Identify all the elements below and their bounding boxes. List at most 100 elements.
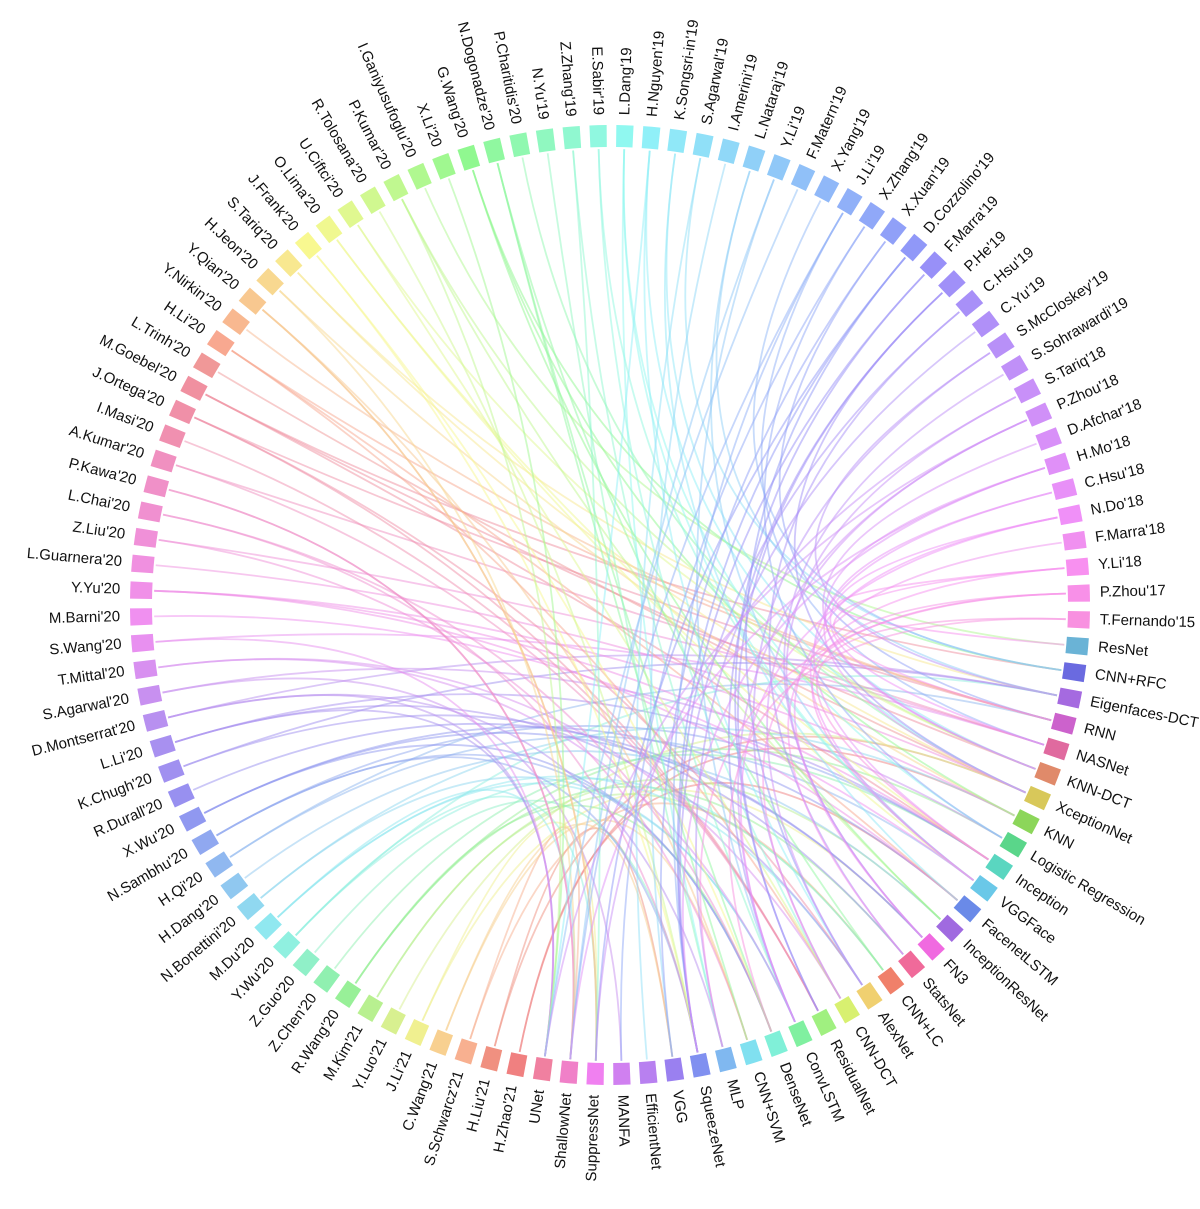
node-arc-k-songsri-in-19	[667, 128, 688, 153]
node-arc-cnn-svm	[739, 1039, 763, 1066]
node-label-l-dang-19: L.Dang'19	[616, 47, 635, 115]
chord-y-yu-20-facenetlstm-53	[154, 589, 959, 901]
chord-d-cozzolino-19-suppressnet-133	[594, 256, 906, 1061]
node-label-p-kawa-20: P.Kawa'20	[67, 455, 138, 489]
node-label-resnet: ResNet	[1097, 639, 1149, 660]
node-arc-j-ortega-20	[169, 399, 196, 425]
node-arc-r-durall-20	[167, 783, 195, 808]
node-arc-k-chugh-20	[158, 759, 185, 783]
node-arc-x-li-20	[432, 153, 456, 180]
chord-s-agarwal-20-manfa-46	[162, 677, 623, 1061]
chord-p-zhou-18-unet-149	[543, 419, 1028, 1057]
node-arc-l-dang-19	[616, 125, 634, 148]
chord-i-amerini-19-vgg-117	[649, 163, 727, 1057]
chord-y-li-18-resnet-161	[836, 567, 1065, 646]
node-arc-m-barni-20	[130, 608, 153, 626]
node-label-shallownet: ShallowNet	[552, 1092, 576, 1170]
chord-c-hsu-18-inception-154	[812, 491, 1053, 861]
node-arc-h-nguyen-19	[641, 126, 661, 150]
node-arc-f-matern-19	[790, 164, 816, 191]
node-arc-l-guarnera-20	[131, 554, 155, 574]
node-arc-t-mittal-20	[133, 659, 158, 680]
chord-p-kawa-20-shallownet-61	[168, 488, 575, 1060]
chord-g-wang-20-inceptionresnet-96	[472, 169, 941, 920]
chord-s-wang-20-nasnet-50	[155, 633, 1045, 746]
node-label-knn: KNN	[1041, 823, 1077, 853]
node-label-i-ganiyusufoglu-20: I.Ganiyusufoglu'20	[354, 40, 420, 160]
node-arc-suppressnet	[586, 1062, 604, 1085]
chord-k-chugh-20-eigenfaces-dct-37	[183, 662, 1058, 768]
node-label-z-liu-20: Z.Liu'20	[72, 518, 127, 542]
node-label-h-mo-18: H.Mo'18	[1075, 432, 1133, 465]
chord-n-do-18-convlstm-156	[740, 516, 1058, 1023]
node-arc-p-charitidis-20	[509, 132, 531, 158]
chord-z-zhang-19-convlstm-103	[572, 150, 796, 1023]
chord-p-he-19-residualnet-138	[737, 292, 943, 1012]
node-arc-p-he-19	[938, 270, 966, 298]
chord-y-qian-20-suppressnet-77	[261, 309, 598, 1061]
node-arc-j-li-19	[836, 187, 863, 216]
chord-h-li-20-cnn-dct-73	[231, 349, 842, 999]
node-label-n-yu-19: N.Yu'19	[528, 67, 552, 121]
node-label-m-barni-20: M.Barni'20	[49, 608, 121, 627]
node-arc-m-goebel-20	[180, 375, 208, 401]
node-arc-n-dogonadze-20	[483, 137, 505, 164]
node-label-f-marra-18: F.Marra'18	[1094, 519, 1166, 545]
node-arc-o-lima-20	[315, 215, 343, 244]
chord-u-ciftci-20-cnn-dct-87	[357, 224, 842, 999]
chord-r-tolosana-20-squeezenet-89	[378, 211, 699, 1053]
node-arc-s-agarwal-19	[692, 132, 714, 158]
node-arc-s-wang-20	[130, 633, 155, 653]
chord-h-mo-18-squeezenet-153	[682, 467, 1046, 1053]
node-label-squeezenet: SqueezeNet	[696, 1084, 729, 1169]
node-arc-h-zhao-21	[506, 1052, 528, 1078]
node-arc-cnn-lc	[877, 966, 905, 995]
node-label-l-guarnera-20: L.Guarnera'20	[26, 545, 123, 570]
node-arc-y-luo-21	[380, 1007, 406, 1035]
chord-g-wang-20-cnn-rfc-97	[472, 169, 1062, 672]
node-arc-h-jeon-20	[256, 267, 284, 296]
node-arc-cnn-rfc	[1062, 662, 1087, 683]
node-label-l-li-20: L.Li'20	[98, 744, 145, 773]
node-arc-d-afchar-18	[1035, 427, 1062, 451]
node-label-p-charitidis-20: P.Charitidis'20	[490, 30, 525, 126]
node-arc-s-schwarcz-21	[454, 1038, 478, 1065]
node-arc-shallownet	[559, 1060, 579, 1084]
node-label-e-sabir-19: E.Sabir'19	[588, 46, 607, 115]
node-arc-c-hsu-19	[955, 289, 984, 317]
node-label-fn3: FN3	[940, 956, 972, 988]
node-arc-m-kim-21	[357, 994, 384, 1023]
node-arcs	[130, 125, 1090, 1085]
chord-z-zhang-19-suppressnet-104	[572, 150, 601, 1061]
chord-p-kumar-20-knn-dct-92	[401, 198, 1036, 770]
node-arc-h-liu-21	[480, 1045, 503, 1072]
node-arc-p-kawa-20	[143, 475, 170, 498]
node-label-c-hsu-18: C.Hsu'18	[1083, 460, 1147, 492]
chord-p-zhou-17-vggface-164	[811, 592, 1066, 882]
node-arc-s-agarwal-20	[137, 684, 163, 706]
chord-y-qian-20-suppressnet-76	[261, 309, 598, 1061]
node-arc-p-zhou-18	[1025, 402, 1053, 427]
node-arc-c-yu-19	[971, 310, 1000, 338]
node-arc-x-wu-20	[178, 806, 207, 832]
chord-z-liu-20-nasnet-57	[158, 538, 1045, 746]
node-arc-x-xuan-19	[879, 217, 907, 245]
chord-l-nataraj-19-eigenfaces-dct-118	[715, 170, 1058, 697]
chord-p-zhou-17-cnn-dct-165	[762, 592, 1066, 999]
node-arc-z-liu-20	[133, 527, 158, 548]
chord-l-chai-20-squeezenet-58	[162, 513, 699, 1053]
node-label-efficientnet: EfficientNet	[642, 1093, 665, 1171]
node-arc-p-zhou-17	[1067, 584, 1090, 602]
chord-x-wu-20-densenet-35	[203, 744, 773, 1032]
chord-x-zhang-19-manfa-127	[620, 226, 866, 1061]
node-arc-y-li-18	[1065, 557, 1090, 577]
node-label-unet: UNet	[526, 1088, 548, 1125]
node-arc-i-amerini-19	[717, 138, 740, 165]
node-label-p-zhou-17: P.Zhou'17	[1100, 582, 1166, 601]
node-arc-facenetlstm	[953, 895, 982, 923]
chord-y-li-18-rnn-162	[833, 567, 1065, 722]
node-arc-f-marra-18	[1062, 530, 1087, 551]
node-arc-knn-dct	[1034, 761, 1061, 786]
node-arc-manfa	[613, 1062, 631, 1085]
node-arc-n-yu-19	[535, 128, 556, 153]
